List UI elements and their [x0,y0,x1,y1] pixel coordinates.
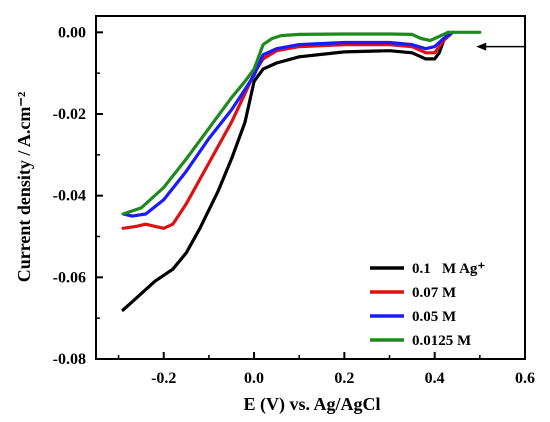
y-tick-label: 0.00 [58,24,86,41]
series-line-0 [121,30,450,312]
arrow-head [476,42,487,51]
axis-ticks: -0.2 0.0 0.2 0.4 0.6 0.00 -0.02 -0.04 -0.06 -0.08 [53,24,535,387]
x-tick-label: 0.2 [334,370,354,387]
x-tick-label: 0.6 [515,370,535,387]
y-tick-label: -0.02 [53,106,86,123]
x-axis-title: E (V) vs. Ag/AgCl [243,394,380,415]
legend-label: 0.1 M Ag⁺ [412,261,485,277]
y-tick-label: -0.04 [53,188,86,205]
legend: 0.1 M Ag⁺ 0.07 M 0.05 M 0.0125 M [370,261,485,349]
legend-label: 0.0125 M [412,333,471,349]
series-line-3 [121,30,482,216]
x-tick-label: 0.0 [244,370,264,387]
series-line-1 [121,30,455,230]
y-tick-label: -0.08 [53,351,86,368]
series-line-2 [121,30,455,218]
x-tick-label: -0.2 [151,370,176,387]
series-layer [121,30,482,312]
legend-label: 0.05 M [412,309,456,325]
y-tick-label: -0.06 [53,269,86,286]
y-axis-title: Current density / A.cm⁻² [14,92,34,283]
annotation-layer [476,42,527,51]
x-tick-label: 0.4 [425,370,445,387]
legend-label: 0.07 M [412,285,456,301]
plot-frame [95,15,526,360]
